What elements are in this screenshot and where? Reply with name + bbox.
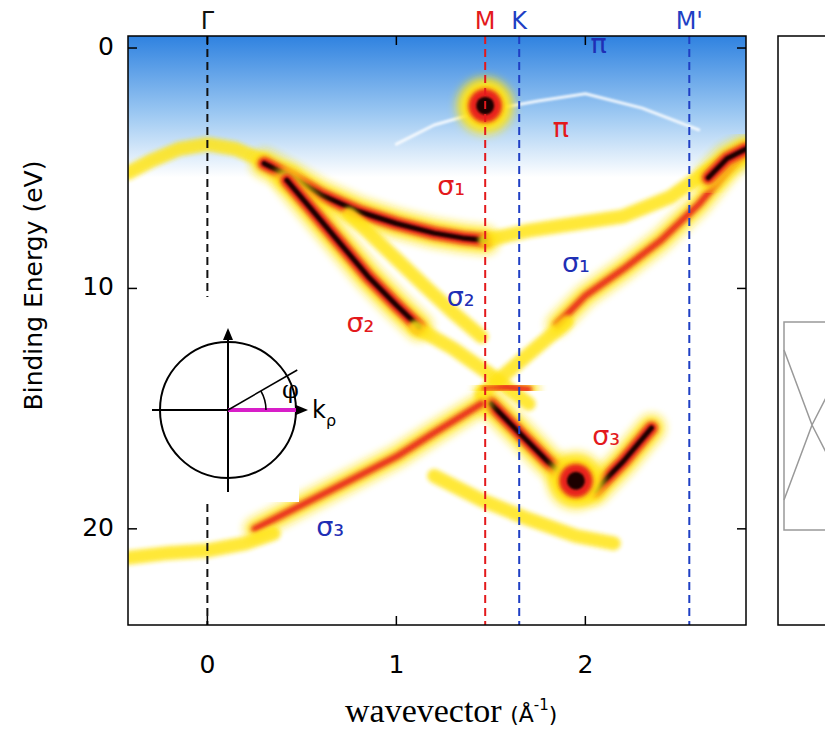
band bbox=[128, 534, 274, 558]
x-axis-title-exponent: -1 bbox=[534, 696, 549, 714]
k-point-line bbox=[484, 36, 486, 625]
y-tick bbox=[128, 47, 137, 49]
band-label: π bbox=[553, 112, 569, 143]
band-label: σ₂ bbox=[447, 281, 475, 312]
band-spot bbox=[567, 472, 585, 490]
band bbox=[708, 149, 746, 178]
x-axis-title: wavevector (Å-1) bbox=[345, 692, 557, 729]
band-label: σ₁ bbox=[562, 247, 590, 278]
x-tick bbox=[207, 36, 209, 45]
k-point-label: M bbox=[475, 7, 496, 35]
band-label: π bbox=[590, 28, 606, 59]
y-tick bbox=[128, 288, 137, 290]
band bbox=[481, 322, 566, 394]
x-tick-label: 0 bbox=[199, 650, 215, 679]
y-tick bbox=[128, 528, 137, 530]
y-tick-label: 10 bbox=[82, 272, 114, 301]
band bbox=[485, 387, 529, 389]
band bbox=[485, 387, 529, 389]
inset-axis-label: kρ bbox=[312, 396, 336, 430]
side-panel-diagram-lines bbox=[784, 350, 825, 500]
plot-frame bbox=[128, 36, 746, 625]
inset-axis-label-sub: ρ bbox=[326, 411, 336, 430]
k-point-label: M' bbox=[676, 7, 703, 35]
inset-arrowhead bbox=[296, 405, 308, 415]
inset: φkρ bbox=[133, 297, 336, 502]
band bbox=[491, 404, 652, 491]
k-point-label: Γ bbox=[201, 7, 215, 35]
chart: ΓMKM'φkρππσ₁σ₁σ₂σ₂σ₃σ₃01201020Binding En… bbox=[0, 0, 825, 737]
band bbox=[708, 149, 746, 178]
y-tick bbox=[737, 47, 746, 49]
side-panel-diagram bbox=[784, 322, 825, 530]
band-label: σ₃ bbox=[316, 511, 344, 542]
x-tick bbox=[396, 36, 398, 45]
band-label: σ₂ bbox=[346, 307, 374, 338]
x-tick-label: 2 bbox=[577, 650, 593, 679]
band bbox=[396, 94, 698, 145]
band bbox=[128, 144, 264, 173]
band bbox=[491, 404, 652, 491]
inset-angle-arc bbox=[261, 391, 266, 410]
inset-background bbox=[133, 297, 299, 502]
x-axis-title-unit: (Å bbox=[510, 701, 534, 727]
band-spot bbox=[548, 453, 604, 509]
bands bbox=[128, 36, 746, 558]
band-label: σ₃ bbox=[592, 420, 620, 451]
x-tick bbox=[396, 616, 398, 625]
band-label: σ₁ bbox=[437, 170, 465, 201]
x-tick bbox=[585, 36, 587, 45]
inset-axis-label-main: k bbox=[312, 396, 326, 424]
x-axis-title-main: wavevector bbox=[345, 692, 510, 729]
x-tick-label: 1 bbox=[388, 650, 404, 679]
side-panel bbox=[778, 36, 825, 625]
inset-angle-label: φ bbox=[282, 376, 299, 404]
k-point-line bbox=[688, 36, 690, 625]
inset-axis bbox=[152, 409, 300, 411]
band bbox=[491, 404, 652, 491]
y-tick-label: 20 bbox=[82, 513, 114, 542]
y-tick-label: 0 bbox=[98, 32, 114, 61]
k-point-label: K bbox=[511, 7, 528, 35]
inset-arrowhead bbox=[223, 328, 233, 340]
x-axis-title-unit: ) bbox=[549, 702, 558, 727]
band bbox=[708, 149, 746, 178]
k-point-line bbox=[518, 36, 520, 625]
band-spot bbox=[559, 464, 593, 498]
y-tick bbox=[737, 528, 746, 530]
y-axis-title: Binding Energy (eV) bbox=[19, 161, 48, 411]
x-tick bbox=[585, 616, 587, 625]
background-glow bbox=[128, 36, 746, 177]
plot-background bbox=[128, 36, 746, 625]
inset-k-line bbox=[228, 408, 296, 412]
x-tick bbox=[207, 616, 209, 625]
y-tick bbox=[737, 288, 746, 290]
